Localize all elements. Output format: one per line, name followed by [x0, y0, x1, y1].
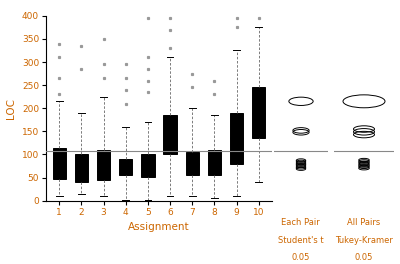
Text: All Pairs: All Pairs	[347, 218, 381, 227]
PathPatch shape	[164, 115, 177, 154]
X-axis label: Assignment: Assignment	[128, 222, 190, 232]
Text: Each Pair: Each Pair	[282, 218, 320, 227]
PathPatch shape	[97, 150, 110, 180]
Text: Student's t: Student's t	[278, 236, 324, 245]
PathPatch shape	[252, 87, 265, 138]
Y-axis label: LOC: LOC	[6, 98, 16, 119]
Text: 0.05: 0.05	[292, 253, 310, 262]
PathPatch shape	[53, 148, 66, 179]
PathPatch shape	[186, 152, 199, 175]
PathPatch shape	[208, 150, 221, 175]
PathPatch shape	[141, 154, 154, 177]
Text: 0.05: 0.05	[355, 253, 373, 262]
PathPatch shape	[230, 113, 243, 164]
PathPatch shape	[75, 154, 88, 182]
Text: Tukey-Kramer: Tukey-Kramer	[335, 236, 393, 245]
PathPatch shape	[119, 159, 132, 175]
